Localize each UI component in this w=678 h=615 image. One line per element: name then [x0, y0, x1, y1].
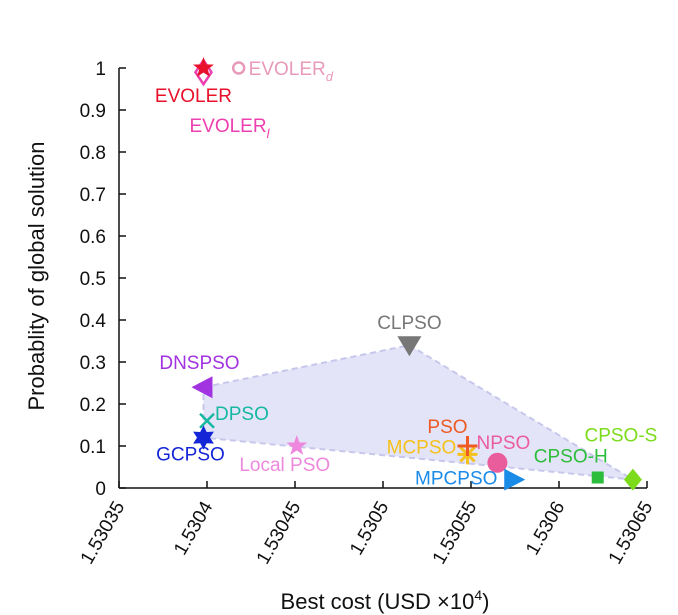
- label-text: DNSPSO: [159, 353, 239, 374]
- marker-mpcpso: [504, 468, 526, 491]
- label-text: PSO: [427, 417, 467, 438]
- label-text: EVOLER: [189, 116, 266, 137]
- y-tick-label: 0.4: [80, 311, 107, 332]
- marker-clpso: [397, 336, 422, 357]
- label-mcpso: MCPSO: [387, 437, 457, 458]
- y-tick-label: 0.9: [80, 101, 106, 122]
- marker-pso: [457, 436, 478, 456]
- label-gcpso: GCPSO: [156, 445, 225, 466]
- x-axis-label-exponent: 4: [474, 587, 482, 603]
- marker-dnspso: [191, 376, 213, 399]
- label-evoler-d: EVOLERd: [249, 59, 334, 84]
- label-mpcpso: MPCPSO: [415, 469, 497, 490]
- label-subscript: d: [326, 69, 334, 84]
- x-tick-label: 1.5304: [170, 498, 217, 559]
- marker-evoler: [193, 57, 214, 77]
- label-text: CPSO-H: [534, 447, 608, 468]
- marker-gcpso: [193, 425, 214, 450]
- y-tick-label: 1: [95, 59, 106, 80]
- label-local-pso: Local PSO: [239, 455, 330, 476]
- label-evoler: EVOLER: [155, 86, 232, 107]
- label-text: NPSO: [476, 433, 530, 454]
- marker-evoler-d: [231, 61, 246, 75]
- label-dnspso: DNSPSO: [159, 353, 239, 374]
- label-text: Local PSO: [239, 455, 330, 476]
- x-axis-label: Best cost (USD ×104): [281, 587, 490, 614]
- label-dpso: DPSO: [215, 404, 269, 425]
- x-tick-label: 1.53065: [605, 498, 658, 568]
- marker-local-pso: [286, 435, 308, 455]
- marker-dpso: [199, 412, 215, 429]
- marker-cpso-s: [623, 468, 642, 491]
- label-text: CPSO-S: [584, 426, 657, 447]
- x-tick-label: 1.53045: [253, 498, 306, 568]
- label-text: MPCPSO: [415, 469, 497, 490]
- tick-labels: 0 0.1 0.2 0.3 0.4 0.5 0.6 0.7 0.8 0.9 1 1.53035 1.53…: [77, 59, 658, 568]
- label-clpso: CLPSO: [377, 313, 441, 334]
- label-text: DPSO: [215, 404, 269, 425]
- label-npso: NPSO: [476, 433, 530, 454]
- x-axis-label-main: Best cost (USD ×10: [281, 589, 475, 614]
- label-text: EVOLER: [249, 59, 326, 80]
- marker-npso: [487, 452, 508, 473]
- label-cpso-s: CPSO-S: [584, 426, 657, 447]
- y-tick-label: 0.5: [80, 269, 106, 290]
- data-points: [191, 57, 642, 491]
- y-tick-label: 0.2: [80, 395, 106, 416]
- label-text: CLPSO: [377, 313, 441, 334]
- y-tick-label: 0.8: [80, 143, 106, 164]
- label-cpso-h: CPSO-H: [534, 447, 608, 468]
- label-pso: PSO: [427, 417, 467, 438]
- y-tick-label: 0.7: [80, 185, 106, 206]
- label-subscript: l: [267, 126, 271, 141]
- x-tick-label: 1.5305: [346, 498, 393, 559]
- label-evoler-l: EVOLERl: [189, 116, 270, 141]
- y-axis-label: Probablity of global solution: [24, 141, 49, 410]
- label-text: GCPSO: [156, 445, 225, 466]
- x-tick-label: 1.53055: [429, 498, 482, 568]
- x-axis-label-close: ): [482, 589, 489, 614]
- y-tick-label: 0.6: [80, 227, 106, 248]
- label-text: MCPSO: [387, 437, 457, 458]
- marker-stroke: [199, 412, 215, 429]
- x-tick-label: 1.5306: [522, 498, 569, 559]
- y-tick-label: 0.1: [80, 437, 106, 458]
- axes: [118, 67, 648, 489]
- y-tick-label: 0: [95, 479, 106, 500]
- label-text: EVOLER: [155, 86, 232, 107]
- marker-cpso-h: [591, 471, 604, 484]
- x-tick-label: 1.53035: [77, 498, 130, 568]
- y-tick-label: 0.3: [80, 353, 106, 374]
